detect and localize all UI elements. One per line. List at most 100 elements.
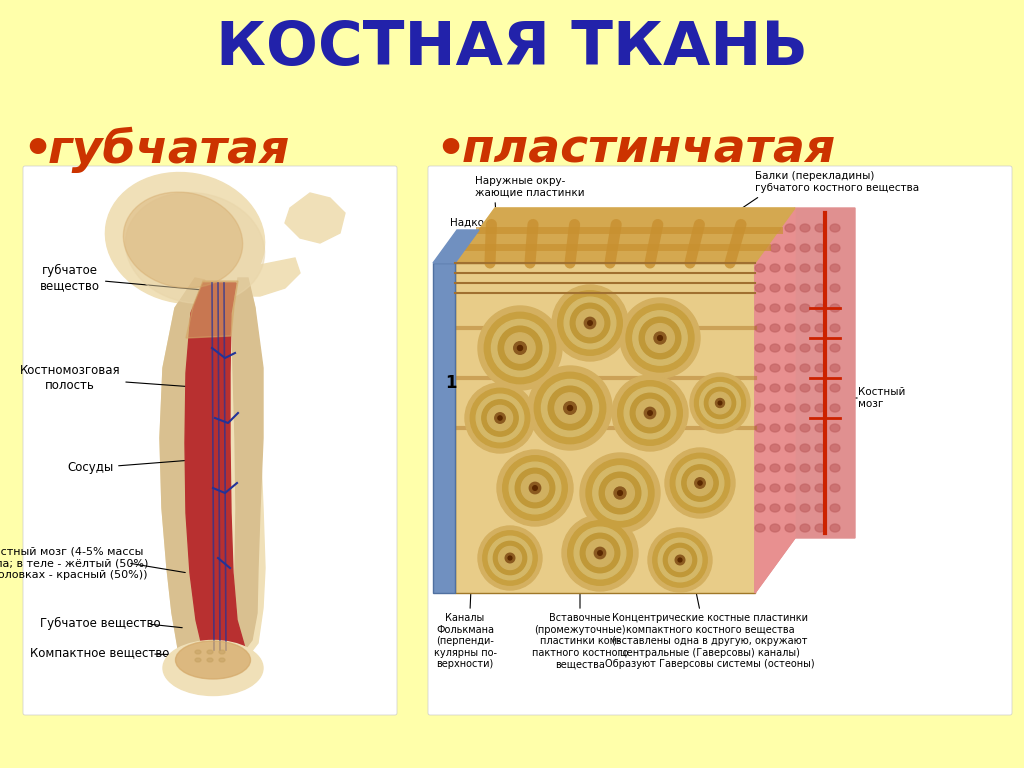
Ellipse shape [671,453,730,513]
Ellipse shape [657,336,663,340]
Ellipse shape [219,650,225,654]
Ellipse shape [676,459,724,507]
Ellipse shape [815,244,825,252]
Polygon shape [755,208,855,593]
Ellipse shape [535,372,606,444]
Ellipse shape [755,224,765,232]
Ellipse shape [785,404,795,412]
Ellipse shape [770,444,780,452]
Ellipse shape [648,411,652,415]
Ellipse shape [669,548,691,571]
Ellipse shape [815,424,825,432]
Ellipse shape [755,384,765,392]
Ellipse shape [598,551,602,555]
Ellipse shape [594,548,606,558]
Ellipse shape [755,284,765,292]
Ellipse shape [755,444,765,452]
Ellipse shape [755,244,765,252]
Ellipse shape [770,224,780,232]
Ellipse shape [770,264,780,272]
Ellipse shape [528,366,612,450]
Ellipse shape [207,658,213,662]
Ellipse shape [718,401,722,405]
Ellipse shape [755,404,765,412]
Ellipse shape [785,324,795,332]
Ellipse shape [815,344,825,352]
Ellipse shape [770,404,780,412]
Text: пластинчатая: пластинчатая [462,127,837,173]
Ellipse shape [580,453,660,533]
Ellipse shape [482,531,538,585]
Ellipse shape [564,297,615,349]
FancyBboxPatch shape [433,263,455,593]
Ellipse shape [633,311,687,366]
Ellipse shape [517,346,522,350]
Polygon shape [225,278,263,658]
Ellipse shape [815,224,825,232]
Ellipse shape [755,504,765,512]
Text: •: • [22,127,52,173]
Text: Губчатое вещество: Губчатое вещество [40,617,161,630]
Ellipse shape [815,464,825,472]
Ellipse shape [123,192,243,288]
Ellipse shape [605,478,635,508]
Text: Сосуды: Сосуды [67,458,215,475]
Polygon shape [285,193,345,243]
Text: КОСТНАЯ ТКАНЬ: КОСТНАЯ ТКАНЬ [216,18,808,78]
Ellipse shape [548,386,592,430]
Polygon shape [160,278,205,658]
Ellipse shape [105,173,264,303]
Ellipse shape [617,381,682,445]
Ellipse shape [207,650,213,654]
Polygon shape [160,273,265,665]
Ellipse shape [503,455,567,520]
Ellipse shape [639,317,681,359]
Ellipse shape [487,406,513,431]
Ellipse shape [815,264,825,272]
Ellipse shape [830,504,840,512]
Ellipse shape [636,399,664,427]
Ellipse shape [514,342,526,354]
Ellipse shape [755,264,765,272]
Ellipse shape [800,424,810,432]
Ellipse shape [785,384,795,392]
Ellipse shape [675,555,685,564]
Ellipse shape [830,444,840,452]
Ellipse shape [830,324,840,332]
Ellipse shape [593,466,647,520]
Ellipse shape [785,344,795,352]
Text: 1: 1 [445,374,457,392]
Text: Надкостница: Надкостница [450,218,523,228]
Ellipse shape [498,326,542,370]
Ellipse shape [815,364,825,372]
Ellipse shape [175,641,251,679]
Ellipse shape [532,485,538,490]
Ellipse shape [830,224,840,232]
Polygon shape [433,230,479,263]
Ellipse shape [755,344,765,352]
Ellipse shape [682,465,718,502]
Ellipse shape [830,304,840,312]
Ellipse shape [654,332,666,344]
Ellipse shape [612,375,688,451]
Ellipse shape [800,324,810,332]
Ellipse shape [678,558,682,562]
Ellipse shape [574,527,626,579]
Ellipse shape [687,470,713,495]
Ellipse shape [785,284,795,292]
Ellipse shape [698,481,702,485]
FancyBboxPatch shape [23,166,397,715]
Text: губчатая: губчатая [48,127,291,173]
Ellipse shape [770,344,780,352]
Ellipse shape [620,298,700,378]
Ellipse shape [830,244,840,252]
Ellipse shape [755,484,765,492]
Ellipse shape [563,402,577,414]
Ellipse shape [515,468,555,508]
Ellipse shape [830,424,840,432]
Ellipse shape [699,382,740,423]
Ellipse shape [785,504,795,512]
Ellipse shape [770,504,780,512]
Ellipse shape [585,317,596,329]
Ellipse shape [785,224,795,232]
